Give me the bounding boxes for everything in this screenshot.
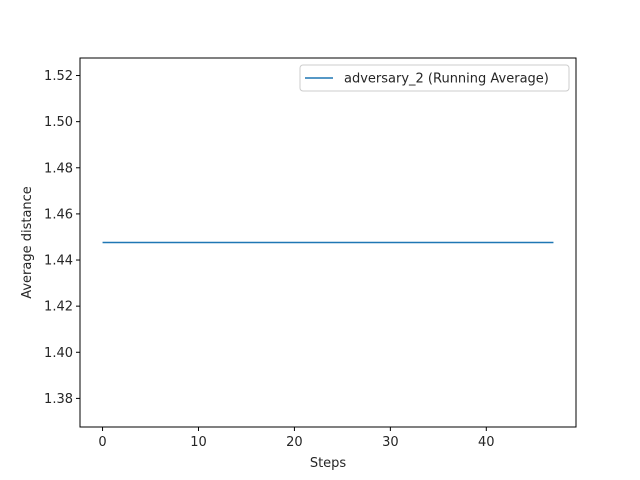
x-tick-label: 40 (478, 435, 495, 450)
x-axis-ticks: 0 10 20 30 40 (98, 427, 495, 450)
y-tick-label: 1.50 (44, 115, 73, 130)
plot-frame (79, 57, 577, 428)
y-tick-label: 1.42 (44, 300, 73, 315)
y-tick-label: 1.44 (44, 254, 73, 269)
y-axis-ticks: 1.38 1.40 1.42 1.44 1.46 1.48 1.50 1.52 (44, 69, 80, 407)
legend-box (299, 64, 570, 92)
y-tick-label: 1.40 (44, 346, 73, 361)
x-tick-label: 20 (286, 435, 303, 450)
x-axis-label: Steps (310, 456, 347, 471)
x-tick-label: 10 (190, 435, 207, 450)
legend: adversary_2 (Running Average) (299, 64, 570, 92)
x-tick-label: 0 (98, 435, 106, 450)
y-tick-label: 1.48 (44, 161, 73, 176)
y-tick-label: 1.38 (44, 392, 73, 407)
y-tick-label: 1.52 (44, 69, 73, 84)
legend-label-adversary-2: adversary_2 (Running Average) (344, 72, 549, 87)
x-tick-label: 30 (382, 435, 399, 450)
y-tick-label: 1.46 (44, 207, 73, 222)
y-axis-label: Average distance (20, 186, 35, 299)
